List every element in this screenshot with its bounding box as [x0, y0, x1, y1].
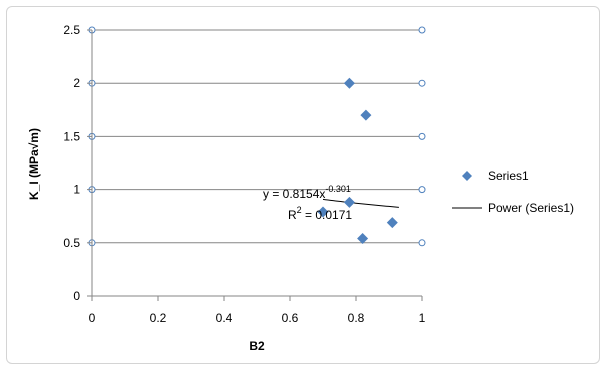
y-axis-title: K_I (MPa√m)	[27, 128, 41, 200]
y-tick-label-0: 0	[73, 289, 80, 303]
data-point-0-0	[317, 206, 329, 218]
x-tick-label-4: 0.8	[348, 311, 365, 325]
y-tick-label-3: 1.5	[63, 129, 80, 143]
trendline-group	[322, 198, 399, 208]
data-point-0-1	[343, 196, 355, 208]
equation-label: y = 0.8154x-0.301	[263, 184, 351, 201]
y-tick-label-2: 1	[73, 183, 80, 197]
x-tick-label-0: 0	[89, 311, 96, 325]
data-point-0-2	[343, 77, 355, 89]
y-tick-label-1: 0.5	[63, 236, 80, 250]
right-axis-marker-4	[418, 79, 426, 87]
gridlines	[88, 26, 426, 247]
legend-marker-series1	[462, 171, 472, 181]
tick-labels: 0 0.5 1 1.5 2 2.5 0 0.2 0.4 0.6 0.8 1	[63, 23, 425, 325]
right-axis-marker-3	[418, 132, 426, 140]
data-point-0-3	[357, 233, 369, 245]
x-tick-label-3: 0.6	[282, 311, 299, 325]
trendline-power	[322, 198, 399, 208]
right-axis-marker-2	[418, 186, 426, 194]
x-axis-title: B2	[249, 339, 265, 353]
y-tick-label-5: 2.5	[63, 23, 80, 37]
trendline-annotation: y = 0.8154x-0.301 R2 = 0.0171	[263, 184, 352, 222]
legend: Series1 Power (Series1)	[452, 169, 574, 215]
x-tick-label-5: 1	[419, 311, 426, 325]
legend-label-power: Power (Series1)	[488, 201, 574, 215]
axes	[87, 29, 423, 301]
r-squared-label: R2 = 0.0171	[288, 205, 352, 222]
data-point-0-5	[386, 217, 398, 229]
right-axis-marker-1	[418, 239, 426, 247]
chart-frame	[6, 6, 600, 364]
x-tick-label-1: 0.2	[150, 311, 167, 325]
x-tick-label-2: 0.4	[216, 311, 233, 325]
y-tick-label-4: 2	[73, 76, 80, 90]
right-axis-marker-5	[418, 26, 426, 34]
data-point-0-4	[360, 109, 372, 121]
legend-label-series1: Series1	[488, 169, 529, 183]
data-points	[317, 77, 398, 245]
